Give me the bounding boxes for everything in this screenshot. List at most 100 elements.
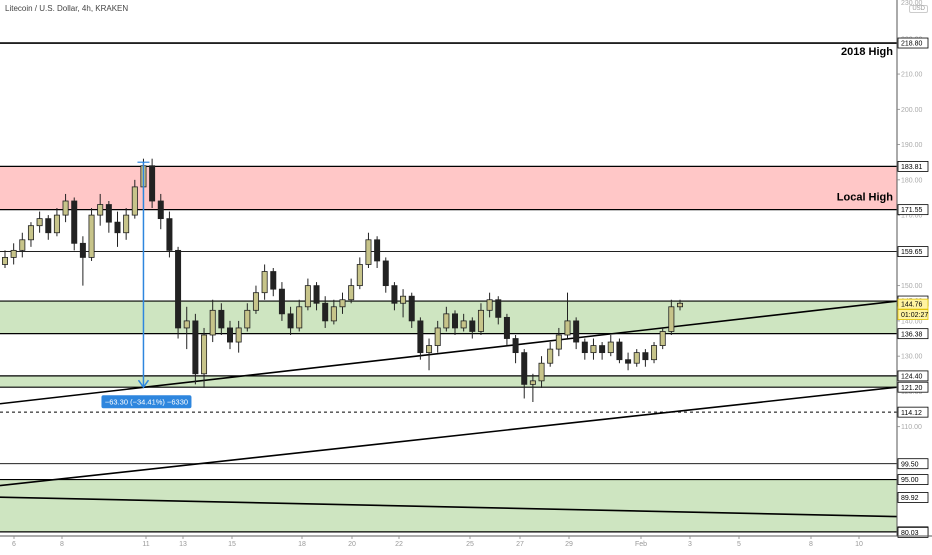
candle-bearish: [149, 165, 156, 202]
price-label-box: [897, 309, 929, 320]
price-label: 171.55: [901, 207, 923, 214]
candle-bullish: [201, 334, 208, 375]
time-axis-bg: [0, 536, 897, 550]
candle-bullish: [590, 345, 597, 354]
candle-bearish: [625, 359, 632, 364]
measure-layer: −63.30 (−34.41%) −6330: [101, 161, 192, 409]
candle-bullish: [261, 271, 268, 294]
candle-bullish: [53, 214, 60, 234]
y-tick-label: 190.00: [901, 142, 923, 149]
y-tick-label: 200.00: [901, 107, 923, 114]
candle-bearish: [227, 327, 233, 343]
x-tick-label: 11: [142, 541, 149, 548]
candle-bearish: [278, 288, 285, 315]
candle-bearish: [417, 320, 424, 354]
candle-bullish: [209, 309, 216, 336]
candle-bullish: [235, 327, 242, 343]
price-label: 80.03: [901, 530, 919, 537]
time-axis[interactable]: 6 8 11 13 15 18 20 22 25 27 29 Feb 3 5 8 10: [0, 535, 932, 550]
candle-bullish: [460, 320, 467, 329]
candle-bearish: [599, 345, 606, 354]
price-label: 89.92: [901, 495, 919, 502]
candle-bearish: [79, 242, 86, 258]
zone-121-124: [0, 375, 897, 388]
x-tick-label: 22: [395, 541, 403, 548]
x-tick-label: 15: [228, 541, 236, 548]
price-label: 136.38: [901, 331, 923, 338]
price-axis[interactable]: 230.00220.00210.00200.00190.00180.00170.…: [896, 0, 932, 550]
x-tick-label: Feb: [635, 541, 647, 548]
candle-bearish: [287, 313, 294, 329]
candle-bullish: [123, 214, 130, 234]
measure-label-box: [101, 395, 192, 409]
candle-bullish: [339, 299, 346, 308]
price-label: 144.76: [901, 302, 923, 309]
lines-layer: [0, 42, 898, 518]
candle-bearish: [45, 218, 52, 234]
price-label: 01:02:27: [901, 312, 928, 319]
price-label-box: [897, 246, 929, 258]
candle-bearish: [512, 338, 519, 354]
x-tick-label: 5: [737, 541, 741, 548]
x-tick-label: 8: [809, 541, 813, 548]
price-label-box: [897, 458, 929, 470]
candle-bearish: [581, 341, 588, 354]
price-label: 159.65: [901, 249, 923, 256]
candle-bearish: [573, 320, 580, 343]
measure-arrowhead: [137, 379, 150, 389]
price-label-box: [897, 492, 929, 503]
candle-bearish: [382, 260, 389, 287]
x-tick-label: 13: [179, 541, 187, 548]
currency-badge[interactable]: USD: [909, 5, 928, 13]
candle-bearish: [270, 271, 277, 290]
annotation-label: 2018 High: [841, 46, 893, 58]
candle-bearish: [391, 285, 398, 304]
price-label-box: [897, 204, 929, 216]
candle-bullish: [538, 362, 545, 382]
price-label: 99.50: [901, 461, 919, 468]
candle-bullish: [677, 302, 683, 308]
candle-bearish: [452, 313, 458, 329]
price-label-box: [897, 37, 929, 49]
candle-bullish: [486, 299, 493, 311]
candle-bullish: [659, 331, 666, 346]
price-label: 183.81: [901, 164, 923, 171]
x-tick-label: 10: [855, 541, 863, 548]
candle-bullish: [633, 352, 640, 364]
y-tick-label: 170.00: [901, 213, 923, 220]
zones-layer: [0, 165, 897, 533]
candle-bullish: [27, 225, 34, 241]
y-tick-label: 150.00: [901, 283, 923, 290]
price-label: 124.40: [901, 374, 923, 381]
candle-bullish: [443, 313, 450, 329]
candle-bearish: [175, 249, 182, 329]
candle-bullish: [529, 380, 536, 385]
price-label-box: [897, 406, 929, 418]
candle-bullish: [400, 295, 407, 304]
candle-bearish: [157, 200, 164, 220]
candle-bullish: [564, 320, 571, 336]
candle-bullish: [62, 200, 69, 216]
candle-bearish: [166, 218, 173, 251]
candle-bearish: [218, 309, 225, 329]
candle-bullish: [183, 320, 190, 329]
candle-bullish: [348, 285, 355, 301]
candle-bearish: [71, 200, 78, 244]
y-tick-label: 180.00: [901, 177, 923, 184]
candle-bullish: [88, 214, 95, 258]
candle-bullish: [555, 334, 562, 350]
price-label-box: [897, 526, 929, 538]
candle-bearish: [114, 221, 121, 234]
candle-bullish: [10, 249, 17, 258]
descending-line: [0, 496, 898, 518]
candle-bullish: [426, 345, 433, 354]
price-label: 114.12: [901, 410, 922, 417]
candle-bullish: [547, 348, 554, 364]
candle-bullish: [607, 341, 614, 354]
candle-bullish: [244, 309, 251, 329]
candles-layer: [2, 158, 683, 402]
measure-label: −63.30 (−34.41%) −6330: [105, 398, 188, 407]
candle-bearish: [616, 341, 623, 361]
